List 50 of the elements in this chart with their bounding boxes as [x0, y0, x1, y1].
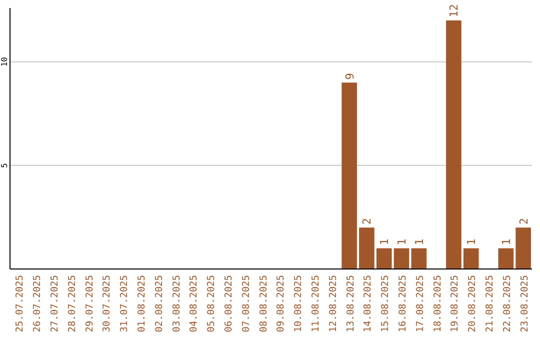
- data-label: 2: [360, 218, 374, 225]
- x-tick-label: 18.08.2025: [432, 275, 444, 332]
- x-tick-label: 13.08.2025: [345, 275, 356, 332]
- data-label: 1: [396, 238, 408, 246]
- x-tick-label: 26.07.2025: [32, 275, 44, 332]
- x-tick-label: 07.08.2025: [240, 275, 252, 332]
- data-label: 2: [517, 218, 530, 225]
- x-tick-label: 31.07.2025: [119, 275, 130, 332]
- x-tick-label: 27.07.2025: [50, 275, 60, 332]
- x-tick-label: 17.08.2025: [414, 275, 426, 332]
- x-tick-label: 11.08.2025: [310, 275, 322, 332]
- x-tick-label: 04.08.2025: [188, 275, 200, 332]
- x-tick-label: 23.08.2025: [519, 275, 530, 332]
- x-tick-label: 05.08.2025: [206, 275, 218, 332]
- data-label: 1: [500, 238, 513, 246]
- x-tick-label: 29.07.2025: [84, 275, 96, 332]
- x-tick-label: 10.08.2025: [293, 275, 304, 332]
- bar: [359, 228, 374, 269]
- x-tick-label: 12.08.2025: [328, 275, 339, 332]
- data-label: 12: [448, 4, 461, 18]
- bar: [516, 228, 531, 269]
- bar: [446, 20, 462, 269]
- bar: [463, 248, 479, 269]
- data-label: 1: [378, 238, 392, 246]
- x-tick-label: 09.08.2025: [276, 275, 287, 332]
- data-label: 1: [465, 238, 478, 246]
- x-tick-label: 20.08.2025: [467, 275, 478, 332]
- x-tick-label: 02.08.2025: [154, 275, 165, 332]
- x-tick-label: 03.08.2025: [171, 275, 182, 332]
- x-tick-label: 25.07.2025: [14, 275, 26, 332]
- x-tick-label: 19.08.2025: [450, 275, 461, 332]
- bar: [376, 248, 392, 269]
- x-tick-label: 28.07.2025: [66, 275, 78, 332]
- x-tick-label: 01.08.2025: [136, 275, 148, 332]
- x-tick-label: 30.07.2025: [102, 275, 113, 332]
- bar: [411, 248, 427, 269]
- x-tick-label: 08.08.2025: [258, 275, 270, 332]
- x-tick-label: 15.08.2025: [380, 275, 392, 332]
- data-label: 1: [412, 238, 426, 246]
- x-tick-label: 16.08.2025: [398, 275, 408, 332]
- y-tick-label: 5: [0, 162, 9, 168]
- x-tick-label: 21.08.2025: [484, 275, 496, 332]
- y-tick-label: 10: [0, 56, 9, 67]
- x-tick-label: 14.08.2025: [362, 275, 374, 332]
- bar: [394, 248, 410, 269]
- bar: [498, 248, 514, 269]
- bar: [342, 82, 357, 269]
- x-tick-label: 06.08.2025: [224, 275, 234, 332]
- x-tick-label: 22.08.2025: [502, 275, 513, 332]
- data-label: 9: [343, 72, 356, 80]
